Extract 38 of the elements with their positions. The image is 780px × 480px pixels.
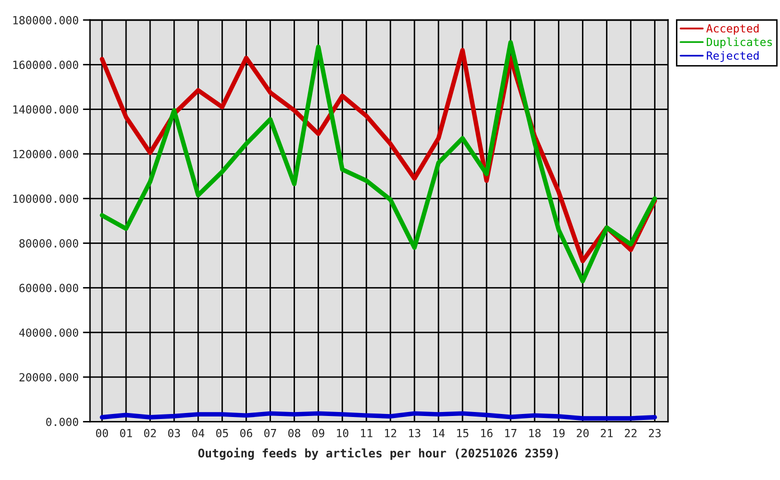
x-tick-label: 02 bbox=[144, 428, 156, 438]
x-tick-label: 00 bbox=[96, 428, 108, 438]
x-tick-label: 17 bbox=[505, 429, 516, 438]
x-tick-label: 14 bbox=[433, 429, 445, 438]
y-tick-label: 160000.000 bbox=[13, 60, 78, 70]
y-tick-label: 0.000 bbox=[46, 418, 78, 426]
x-tick-label: 04 bbox=[192, 428, 204, 438]
x-tick-label: 03 bbox=[168, 428, 180, 438]
x-tick-label: 21 bbox=[600, 428, 613, 438]
y-tick-label: 20000.000 bbox=[20, 373, 78, 382]
x-tick-label: 13 bbox=[409, 428, 420, 438]
x-tick-label: 18 bbox=[529, 428, 541, 438]
x-tick-label: 05 bbox=[216, 428, 228, 438]
y-tick-label: 40000.000 bbox=[19, 328, 78, 337]
y-tick-label: 180000.000 bbox=[13, 16, 78, 24]
x-tick-label: 16 bbox=[481, 428, 493, 438]
x-tick-label: 15 bbox=[457, 429, 468, 438]
x-tick-label: 19 bbox=[553, 428, 565, 438]
x-tick-label: 01 bbox=[120, 428, 132, 438]
x-tick-label: 07 bbox=[264, 428, 276, 438]
legend-label: Duplicates bbox=[706, 37, 772, 48]
x-tick-label: 10 bbox=[336, 428, 348, 438]
x-tick-label: 08 bbox=[288, 428, 300, 438]
x-tick-label: 09 bbox=[312, 428, 324, 438]
y-tick-label: 80000.000 bbox=[19, 239, 78, 248]
legend-label: Accepted bbox=[706, 24, 759, 35]
x-axis-title: Outgoing feeds by articles per hour (20251026 2359) bbox=[198, 448, 558, 460]
legend-label: Rejected bbox=[706, 51, 759, 62]
y-tick-label: 60000.000 bbox=[19, 284, 78, 292]
x-tick-label: 06 bbox=[240, 428, 252, 438]
y-tick-label: 120000.000 bbox=[13, 150, 78, 158]
x-tick-label: 11 bbox=[361, 429, 372, 438]
y-tick-label: 140000.000 bbox=[13, 105, 78, 114]
x-tick-label: 20 bbox=[576, 428, 589, 438]
x-tick-label: 23 bbox=[648, 428, 661, 438]
x-tick-label: 22 bbox=[624, 428, 636, 438]
y-tick-label: 100000.000 bbox=[13, 194, 78, 203]
x-tick-label: 12 bbox=[385, 428, 396, 438]
